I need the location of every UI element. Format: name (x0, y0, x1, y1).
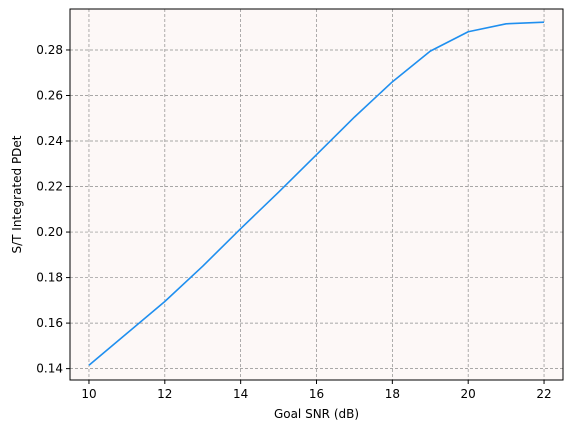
x-tick-label: 10 (81, 387, 96, 401)
y-tick-label: 0.24 (36, 134, 63, 148)
y-tick-label: 0.28 (36, 43, 63, 57)
y-tick-label: 0.16 (36, 316, 63, 330)
y-axis-title: S/T Integrated PDet (10, 135, 24, 253)
x-tick-label: 18 (385, 387, 400, 401)
grid (70, 9, 563, 380)
y-tick-label: 0.20 (36, 225, 63, 239)
x-tick-label: 14 (233, 387, 248, 401)
y-tick-label: 0.18 (36, 271, 63, 285)
x-axis: 10 12 14 16 18 20 22 (81, 380, 552, 401)
y-tick-label: 0.14 (36, 362, 63, 376)
x-tick-label: 12 (157, 387, 172, 401)
x-tick-label: 22 (536, 387, 551, 401)
x-tick-label: 20 (461, 387, 476, 401)
x-tick-label: 16 (309, 387, 324, 401)
series-layer (88, 21, 545, 366)
y-tick-label: 0.22 (36, 180, 63, 194)
x-axis-title: Goal SNR (dB) (274, 407, 359, 421)
series-line (88, 21, 545, 366)
y-axis: 0.14 0.16 0.18 0.20 0.22 0.24 0.26 0.28 (36, 43, 70, 376)
y-tick-label: 0.26 (36, 88, 63, 102)
